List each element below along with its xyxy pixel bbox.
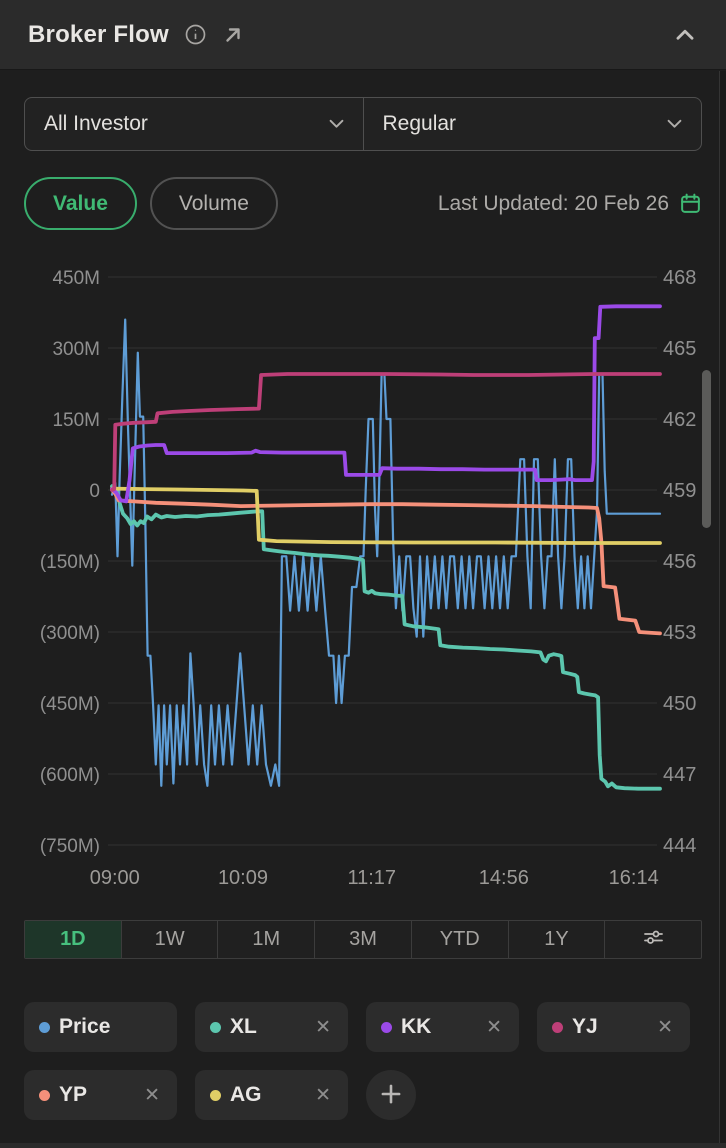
x-axis-tick: 14:56 (479, 867, 529, 889)
x-axis-tick: 10:09 (218, 867, 268, 889)
series-label: Price (59, 1015, 111, 1038)
left-axis-tick: 450M (52, 268, 100, 289)
series-color-dot (210, 1021, 221, 1033)
x-axis-tick: 09:00 (90, 867, 140, 889)
right-axis-tick: 450 (663, 693, 696, 715)
x-axis-tick: 16:14 (609, 867, 659, 889)
left-axis-tick: 0 (89, 481, 100, 502)
legend-chip-kk[interactable]: KK ✕ (366, 1002, 519, 1052)
bottom-divider (0, 1143, 726, 1148)
legend-chip-yj[interactable]: YJ ✕ (537, 1002, 690, 1052)
series-label: YP (59, 1083, 88, 1106)
investor-dropdown[interactable]: All Investor (25, 98, 364, 150)
series-line-yj (110, 372, 662, 492)
left-axis-tick: 150M (52, 410, 100, 431)
page-title: Broker Flow (28, 20, 169, 48)
open-in-new-icon[interactable] (222, 24, 244, 46)
last-updated-text: Last Updated: 20 Feb 26 (437, 191, 669, 215)
legend: Price XL ✕ KK ✕ YJ ✕ YP ✕ AG ✕ (24, 1002, 714, 1120)
right-axis-tick: 444 (663, 835, 696, 857)
type-dropdown[interactable]: Regular (364, 98, 702, 150)
series-line-kk (110, 304, 662, 504)
left-axis-tick: 300M (52, 339, 100, 360)
series-label: YJ (572, 1015, 598, 1038)
filter-bar: All Investor Regular (24, 97, 702, 151)
left-axis-tick: (300M) (40, 623, 100, 644)
calendar-icon[interactable] (679, 192, 702, 215)
series-line-price (110, 318, 662, 787)
range-tab-1y[interactable]: 1Y (509, 921, 606, 958)
remove-series-icon[interactable]: ✕ (144, 1084, 160, 1106)
right-axis-tick: 465 (663, 338, 696, 360)
left-axis-tick: (150M) (40, 552, 100, 573)
chart-scrollbar[interactable] (702, 370, 711, 528)
remove-series-icon[interactable]: ✕ (486, 1016, 502, 1038)
series-line-xl (110, 484, 662, 791)
series-label: KK (401, 1015, 432, 1038)
last-updated: Last Updated: 20 Feb 26 (438, 192, 702, 216)
add-series-button[interactable] (366, 1070, 416, 1120)
legend-chip-ag[interactable]: AG ✕ (195, 1070, 348, 1120)
info-icon[interactable] (184, 23, 207, 46)
range-tabs: 1D 1W 1M 3M YTD 1Y (24, 920, 702, 959)
x-axis-tick: 11:17 (347, 867, 396, 889)
legend-chip-yp[interactable]: YP ✕ (24, 1070, 177, 1120)
series-color-dot (39, 1089, 50, 1101)
value-toggle-button[interactable]: Value (24, 177, 137, 230)
investor-dropdown-value: All Investor (44, 112, 148, 135)
right-axis-tick: 468 (663, 267, 696, 289)
series-line-ag (110, 486, 662, 545)
range-tab-ytd[interactable]: YTD (412, 921, 509, 958)
right-axis-tick: 456 (663, 551, 696, 573)
remove-series-icon[interactable]: ✕ (657, 1016, 673, 1038)
chevron-down-icon (329, 119, 344, 129)
type-dropdown-value: Regular (382, 112, 457, 135)
right-axis-tick: 459 (663, 480, 696, 502)
chevron-up-icon[interactable] (672, 22, 698, 48)
left-axis-tick: (750M) (40, 836, 100, 857)
series-color-dot (39, 1021, 50, 1033)
chart[interactable]: 450M 468 300M 465 150M 462 0 459 (150M) 456 (300M)… (0, 250, 726, 900)
chevron-down-icon (667, 119, 682, 129)
right-axis-tick: 453 (663, 622, 696, 644)
series-line-yp (110, 488, 662, 636)
series-color-dot (210, 1089, 221, 1101)
chart-settings-button[interactable] (605, 921, 701, 958)
range-tab-1m[interactable]: 1M (218, 921, 316, 958)
left-axis-tick: (450M) (40, 694, 100, 715)
range-tab-1d[interactable]: 1D (25, 921, 122, 958)
series-label: XL (230, 1015, 257, 1038)
volume-toggle-label: Volume (178, 191, 249, 215)
right-axis-tick: 447 (663, 764, 696, 786)
sliders-icon (641, 925, 666, 955)
value-toggle-label: Value (53, 191, 108, 215)
series-color-dot (381, 1021, 392, 1033)
right-axis-tick: 462 (663, 409, 696, 431)
panel-edge (719, 71, 726, 1148)
remove-series-icon[interactable]: ✕ (315, 1016, 331, 1038)
remove-series-icon[interactable]: ✕ (315, 1084, 331, 1106)
legend-chip-price[interactable]: Price (24, 1002, 177, 1052)
left-axis-tick: (600M) (40, 765, 100, 786)
volume-toggle-button[interactable]: Volume (149, 177, 278, 230)
range-tab-1w[interactable]: 1W (122, 921, 219, 958)
widget-header: Broker Flow (0, 0, 726, 70)
legend-chip-xl[interactable]: XL ✕ (195, 1002, 348, 1052)
series-color-dot (552, 1021, 563, 1033)
plus-icon (378, 1081, 404, 1110)
mode-toggle-row: Value Volume Last Updated: 20 Feb 26 (24, 177, 702, 230)
series-label: AG (230, 1083, 262, 1106)
range-tab-3m[interactable]: 3M (315, 921, 412, 958)
